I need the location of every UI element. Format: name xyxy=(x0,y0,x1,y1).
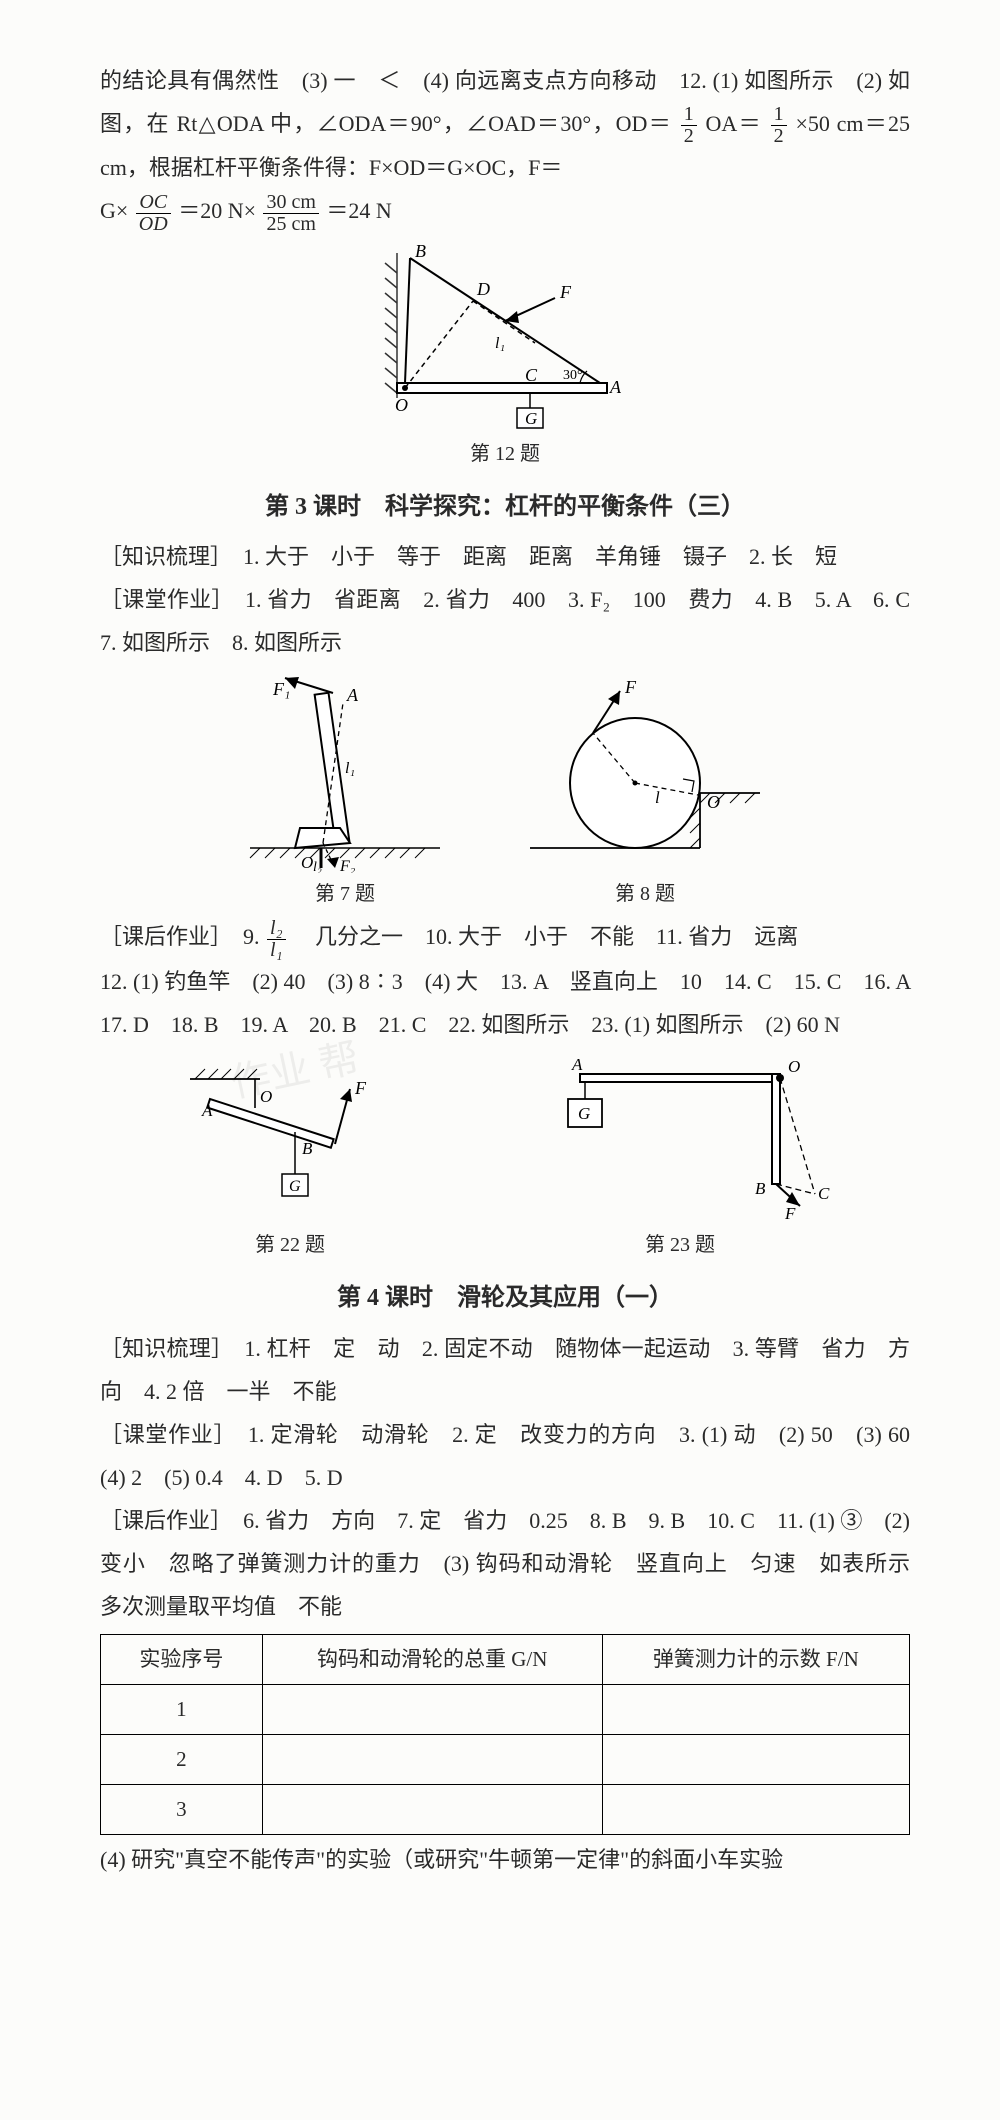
text: ＝24 N xyxy=(326,198,391,223)
section-3-ketang: ［课堂作业］ 1. 省力 省距离 2. 省力 400 3. F₂ 100 费力 … xyxy=(100,579,910,665)
label-B: B xyxy=(302,1139,313,1158)
table-cell xyxy=(602,1735,909,1785)
label-F1: F₁ xyxy=(272,679,290,699)
section-4-zhishi: ［知识梳理］ 1. 杠杆 定 动 2. 固定不动 随物体一起运动 3. 等臂 省… xyxy=(100,1328,910,1414)
text: G× xyxy=(100,198,128,223)
label-F: F xyxy=(624,677,637,697)
experiment-table: 实验序号 钩码和动滑轮的总重 G/N 弹簧测力计的示数 F/N 1 2 3 xyxy=(100,1634,910,1835)
figure-7: F₁ A l₁ O l₂ F₂ 第 7 题 xyxy=(245,673,445,914)
section-4-kehou: ［课后作业］ 6. 省力 方向 7. 定 省力 0.25 8. B 9. B 1… xyxy=(100,1500,910,1629)
label-D: D xyxy=(476,279,490,299)
label-C: C xyxy=(525,365,538,385)
figure-23-caption: 第 23 题 xyxy=(530,1226,830,1265)
text: OA＝ xyxy=(706,111,762,136)
figure-12-svg: B D F l₁ 30° O C A G xyxy=(365,243,645,433)
table-cell xyxy=(262,1785,602,1835)
label-A: A xyxy=(346,685,359,705)
text: 几分之一 10. 大于 小于 不能 11. 省力 远离 xyxy=(293,924,798,949)
label-C: C xyxy=(818,1184,830,1203)
figure-7-svg: F₁ A l₁ O l₂ F₂ xyxy=(245,673,445,873)
fraction-oc-od: OCOD xyxy=(136,192,171,235)
label-l2: l₂ xyxy=(313,860,322,873)
section-3-zhishi: ［知识梳理］ 1. 大于 小于 等于 距离 距离 羊角锤 镊子 2. 长 短 xyxy=(100,536,910,579)
figure-12: B D F l₁ 30° O C A G 第 12 题 xyxy=(365,243,645,474)
label-l1: l₁ xyxy=(495,335,505,352)
text: ＝20 N× xyxy=(178,198,256,223)
figure-12-caption: 第 12 题 xyxy=(365,435,645,474)
figure-8: F l O 第 8 题 xyxy=(525,673,765,914)
text: ［课后作业］ 9. xyxy=(100,924,265,949)
label-F: F xyxy=(559,282,572,302)
bottom-line: (4) 研究"真空不能传声"的实验（或研究"牛顿第一定律"的斜面小车实验 xyxy=(100,1839,910,1882)
table-cell xyxy=(262,1685,602,1735)
table-header: 实验序号 xyxy=(101,1635,263,1685)
figure-7-caption: 第 7 题 xyxy=(245,875,445,914)
table-row: 2 xyxy=(101,1735,910,1785)
table-header: 钩码和动滑轮的总重 G/N xyxy=(262,1635,602,1685)
table-cell xyxy=(602,1685,909,1735)
table-cell: 2 xyxy=(101,1735,263,1785)
label-G: G xyxy=(525,409,537,428)
table-header: 弹簧测力计的示数 F/N xyxy=(602,1635,909,1685)
figure-8-svg: F l O xyxy=(525,673,765,873)
label-A: A xyxy=(201,1101,213,1120)
label-O: O xyxy=(788,1057,800,1076)
label-O: O xyxy=(260,1087,272,1106)
label-F: F xyxy=(784,1204,796,1223)
table-cell: 1 xyxy=(101,1685,263,1735)
figure-22-svg: A O F B G xyxy=(180,1054,400,1224)
label-O: O xyxy=(301,853,313,872)
figure-22: A O F B G 第 22 题 xyxy=(180,1054,400,1265)
label-B: B xyxy=(755,1179,766,1198)
section-3-kehou-line1: ［课后作业］ 9. l₂l₁ 几分之一 10. 大于 小于 不能 11. 省力 … xyxy=(100,916,910,960)
fraction-l2-l1: l₂l₁ xyxy=(267,918,286,961)
equation-line-2: G× OCOD ＝20 N× 30 cm25 cm ＝24 N xyxy=(100,190,910,234)
figure-12-row: B D F l₁ 30° O C A G 第 12 题 xyxy=(100,243,910,474)
section-3-title: 第 3 课时 科学探究：杠杆的平衡条件（三） xyxy=(100,484,910,531)
label-F2: F₂ xyxy=(339,858,356,873)
table-cell xyxy=(262,1735,602,1785)
fraction-half: 12 xyxy=(681,104,697,147)
table-row: 1 xyxy=(101,1685,910,1735)
table-row: 3 xyxy=(101,1785,910,1835)
section-3-kehou-line2: 12. (1) 钓鱼竿 (2) 40 (3) 8∶3 (4) 大 13. A 竖… xyxy=(100,961,910,1047)
section-4-title: 第 4 课时 滑轮及其应用（一） xyxy=(100,1275,910,1322)
label-O: O xyxy=(395,395,408,415)
figure-22-caption: 第 22 题 xyxy=(180,1226,400,1265)
figures-22-23-row: A O F B G 第 22 题 xyxy=(100,1054,910,1265)
label-l1: l₁ xyxy=(345,760,355,777)
top-paragraph: 的结论具有偶然性 (3) 一 ＜ (4) 向远离支点方向移动 12. (1) 如… xyxy=(100,60,910,190)
fraction-half: 12 xyxy=(771,104,787,147)
figure-8-caption: 第 8 题 xyxy=(525,875,765,914)
label-O: O xyxy=(707,792,720,812)
document-page: 作业 帮 的结论具有偶然性 (3) 一 ＜ (4) 向远离支点方向移动 12. … xyxy=(0,0,1000,2120)
table-cell: 3 xyxy=(101,1785,263,1835)
table-cell xyxy=(602,1785,909,1835)
text: 的结论具有偶然性 (3) 一 ＜ (4) 向远离支点方向移动 12. (1) 如… xyxy=(100,68,910,136)
figures-7-8-row: F₁ A l₁ O l₂ F₂ 第 7 题 xyxy=(100,673,910,914)
label-A: A xyxy=(609,377,622,397)
section-4-ketang: ［课堂作业］ 1. 定滑轮 动滑轮 2. 定 改变力的方向 3. (1) 动 (… xyxy=(100,1414,910,1500)
label-F: F xyxy=(354,1078,367,1098)
figure-23: A O G B C F 第 23 题 xyxy=(530,1054,830,1265)
label-A: A xyxy=(571,1055,583,1074)
figure-23-svg: A O G B C F xyxy=(530,1054,830,1224)
label-G: G xyxy=(289,1178,301,1195)
label-G: G xyxy=(578,1104,590,1123)
label-l: l xyxy=(655,788,660,807)
fraction-30-25: 30 cm25 cm xyxy=(263,192,318,235)
table-header-row: 实验序号 钩码和动滑轮的总重 G/N 弹簧测力计的示数 F/N xyxy=(101,1635,910,1685)
label-B: B xyxy=(415,243,426,261)
label-angle: 30° xyxy=(563,368,583,383)
